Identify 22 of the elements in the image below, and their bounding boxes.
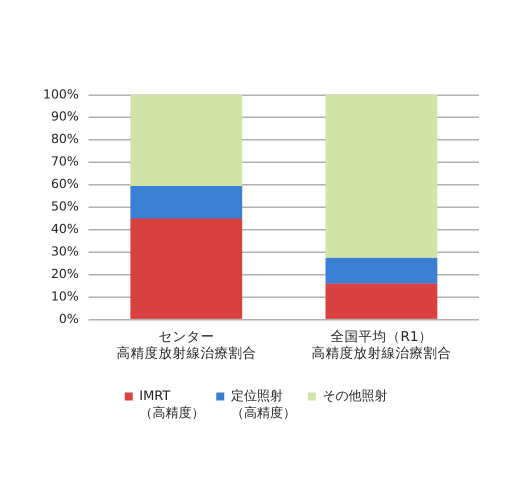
y-tick-label: 100% bbox=[42, 86, 79, 102]
y-tick-label: 80% bbox=[50, 131, 79, 146]
y-tick-label: 70% bbox=[50, 154, 79, 169]
y-tick-label: 40% bbox=[50, 221, 79, 236]
legend-label: 定位照射（高精度） bbox=[230, 388, 296, 421]
y-tick-label: 0% bbox=[58, 310, 79, 326]
y-tick-label: 60% bbox=[50, 176, 79, 192]
bar bbox=[326, 95, 438, 258]
y-tick-label: 30% bbox=[50, 243, 79, 258]
bar bbox=[130, 218, 242, 319]
x-tick-label: センター高精度放射線治療割合 bbox=[116, 329, 256, 362]
bar bbox=[326, 284, 438, 319]
x-tick-label: 全国平均（R1）高精度放射線治療割合 bbox=[311, 329, 452, 362]
legend-label: その他照射 bbox=[322, 388, 388, 404]
y-tick-label: 50% bbox=[50, 198, 79, 214]
bar bbox=[130, 186, 242, 219]
bar bbox=[130, 95, 242, 186]
legend-label: IMRT（高精度） bbox=[139, 388, 204, 421]
y-tick-label: 20% bbox=[50, 266, 79, 281]
y-tick-label: 90% bbox=[50, 108, 79, 124]
y-tick-label: 10% bbox=[50, 288, 79, 304]
bar bbox=[326, 258, 438, 284]
